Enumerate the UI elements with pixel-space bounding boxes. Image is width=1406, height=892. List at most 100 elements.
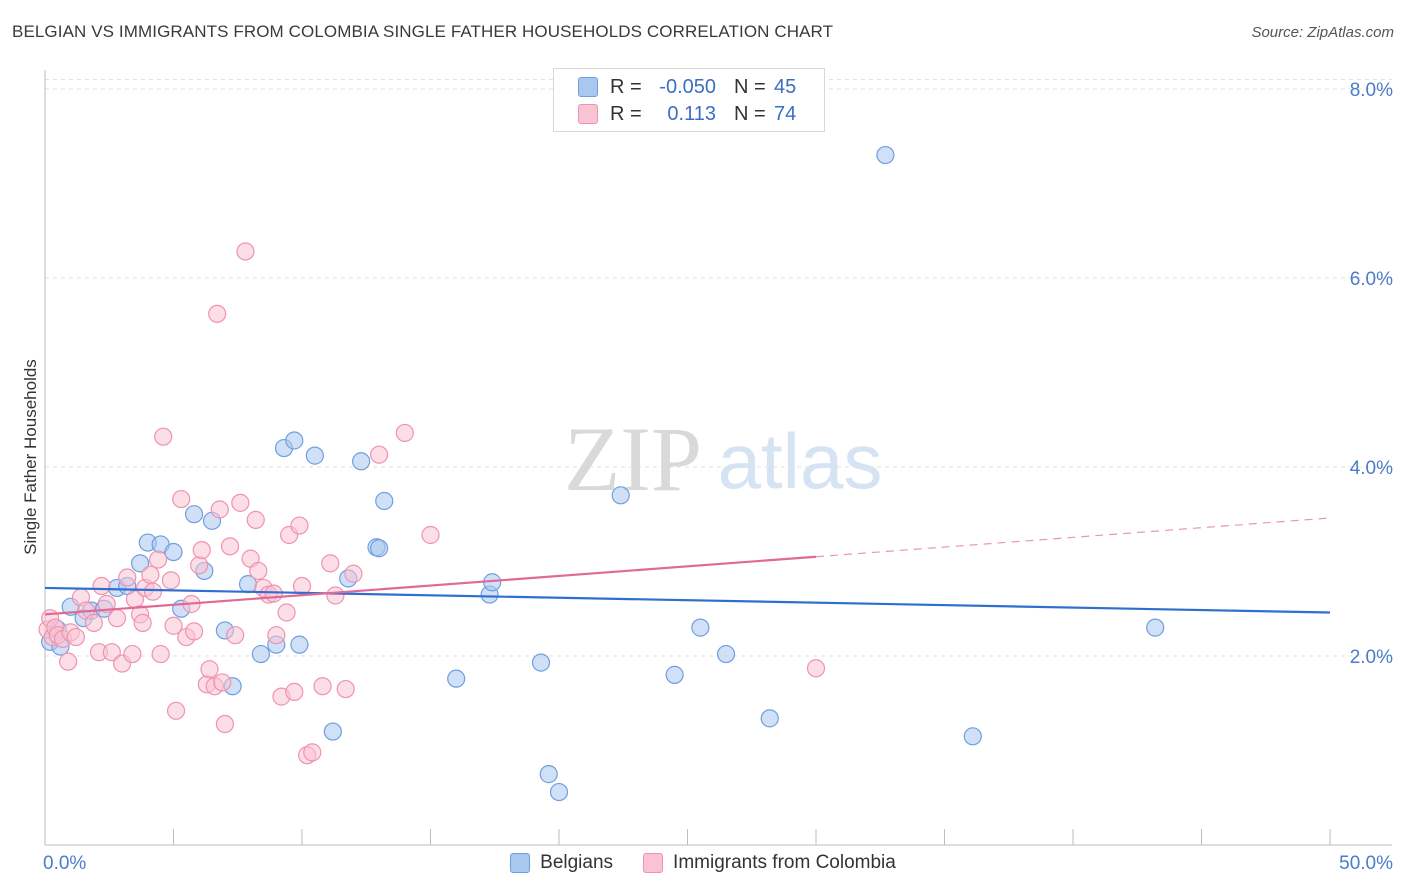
data-point — [210, 500, 229, 519]
data-point — [164, 542, 183, 562]
data-point — [344, 564, 363, 583]
data-point — [352, 452, 371, 471]
data-point — [249, 561, 268, 581]
legend-n-label: N = — [734, 102, 766, 125]
data-point — [321, 554, 340, 573]
legend-r-value: 0.113 — [667, 102, 716, 125]
data-point — [151, 644, 170, 664]
data-point — [277, 603, 296, 622]
data-point — [370, 539, 389, 558]
data-point — [1146, 618, 1165, 637]
data-point — [130, 554, 150, 573]
trend-line — [44, 586, 1331, 614]
data-point — [59, 652, 78, 671]
x-tick-label: 50.0% — [1339, 853, 1393, 874]
x-tick-label: 0.0% — [43, 853, 86, 874]
y-tick-label: 2.0% — [1350, 647, 1393, 668]
data-point — [190, 556, 209, 575]
watermark: ZIP atlas — [564, 408, 882, 510]
legend-r-value: -0.050 — [659, 75, 716, 98]
data-point — [231, 493, 250, 512]
data-point — [166, 701, 186, 720]
data-point — [141, 565, 160, 584]
data-points — [38, 145, 1165, 802]
data-point — [200, 660, 219, 679]
legend-label-colombia: Immigrants from Colombia — [673, 852, 896, 873]
data-point — [118, 568, 137, 587]
y-tick-label: 4.0% — [1350, 458, 1393, 479]
legend-label-belgians: Belgians — [540, 852, 614, 873]
data-point — [184, 505, 204, 524]
data-point — [213, 673, 232, 692]
data-point — [691, 618, 710, 637]
y-tick-label: 8.0% — [1350, 80, 1393, 101]
data-point — [215, 714, 234, 734]
data-point — [220, 537, 240, 556]
data-point — [102, 643, 121, 662]
data-point — [290, 516, 309, 535]
watermark-zip: ZIP — [564, 408, 702, 510]
data-point — [164, 616, 183, 635]
data-point — [107, 609, 127, 628]
data-point — [323, 722, 342, 741]
data-point — [611, 486, 630, 505]
legend-n-value: 74 — [774, 102, 797, 125]
data-point — [370, 445, 389, 464]
legend-swatch-colombia — [643, 853, 664, 873]
data-point — [192, 541, 211, 560]
y-axis-label: Single Father Households — [21, 359, 40, 555]
legend-r-label: R = — [610, 102, 642, 125]
data-point — [326, 586, 345, 605]
legend-r-label: R = — [610, 75, 642, 98]
legend-n-value: 45 — [774, 75, 797, 98]
legend-item-colombia: Immigrants from Colombia — [643, 852, 896, 874]
data-point — [161, 571, 181, 590]
data-point — [716, 644, 736, 664]
data-point — [123, 644, 142, 664]
data-point — [963, 727, 982, 746]
legend-n-label: N = — [734, 75, 766, 98]
axes — [44, 70, 1392, 846]
data-point — [84, 613, 103, 632]
data-point — [226, 626, 245, 645]
data-point — [267, 626, 286, 645]
legend-swatch-belgians — [578, 77, 598, 97]
legend-swatch-colombia — [578, 104, 598, 124]
data-point — [184, 622, 204, 641]
data-point — [876, 145, 895, 165]
data-point — [305, 446, 324, 465]
data-point — [208, 304, 227, 323]
data-point — [143, 582, 163, 601]
source-label: Source: ZipAtlas.com — [1251, 24, 1394, 41]
data-point — [539, 765, 558, 784]
trend-line — [44, 555, 817, 616]
data-point — [549, 782, 569, 802]
data-point — [285, 682, 304, 701]
data-point — [447, 669, 466, 688]
data-point — [375, 491, 394, 511]
data-point — [66, 627, 85, 647]
data-point — [264, 584, 283, 603]
series-legend: Belgians Immigrants from Colombia — [0, 852, 1406, 874]
gridlines — [45, 78, 1392, 657]
data-point — [760, 709, 779, 728]
trend-lines — [44, 517, 1331, 616]
data-point — [285, 431, 304, 450]
tick-labels: 2.0% 4.0% 6.0% 8.0% 0.0% 50.0% — [43, 80, 1393, 874]
y-tick-label: 6.0% — [1350, 269, 1393, 290]
data-point — [421, 525, 440, 545]
data-point — [395, 423, 414, 443]
chart-title: BELGIAN VS IMMIGRANTS FROM COLOMBIA SING… — [12, 22, 834, 41]
data-point — [313, 677, 332, 696]
data-point — [92, 576, 111, 596]
data-point — [290, 635, 309, 654]
correlation-legend: R = -0.050 N = 45 R = 0.113 N = 74 — [553, 68, 825, 132]
data-point — [665, 665, 684, 684]
data-point — [531, 653, 551, 672]
legend-swatch-belgians — [510, 853, 531, 873]
data-point — [806, 659, 826, 678]
data-point — [336, 679, 355, 699]
data-point — [236, 242, 255, 261]
legend-item-belgians: Belgians — [510, 852, 613, 874]
